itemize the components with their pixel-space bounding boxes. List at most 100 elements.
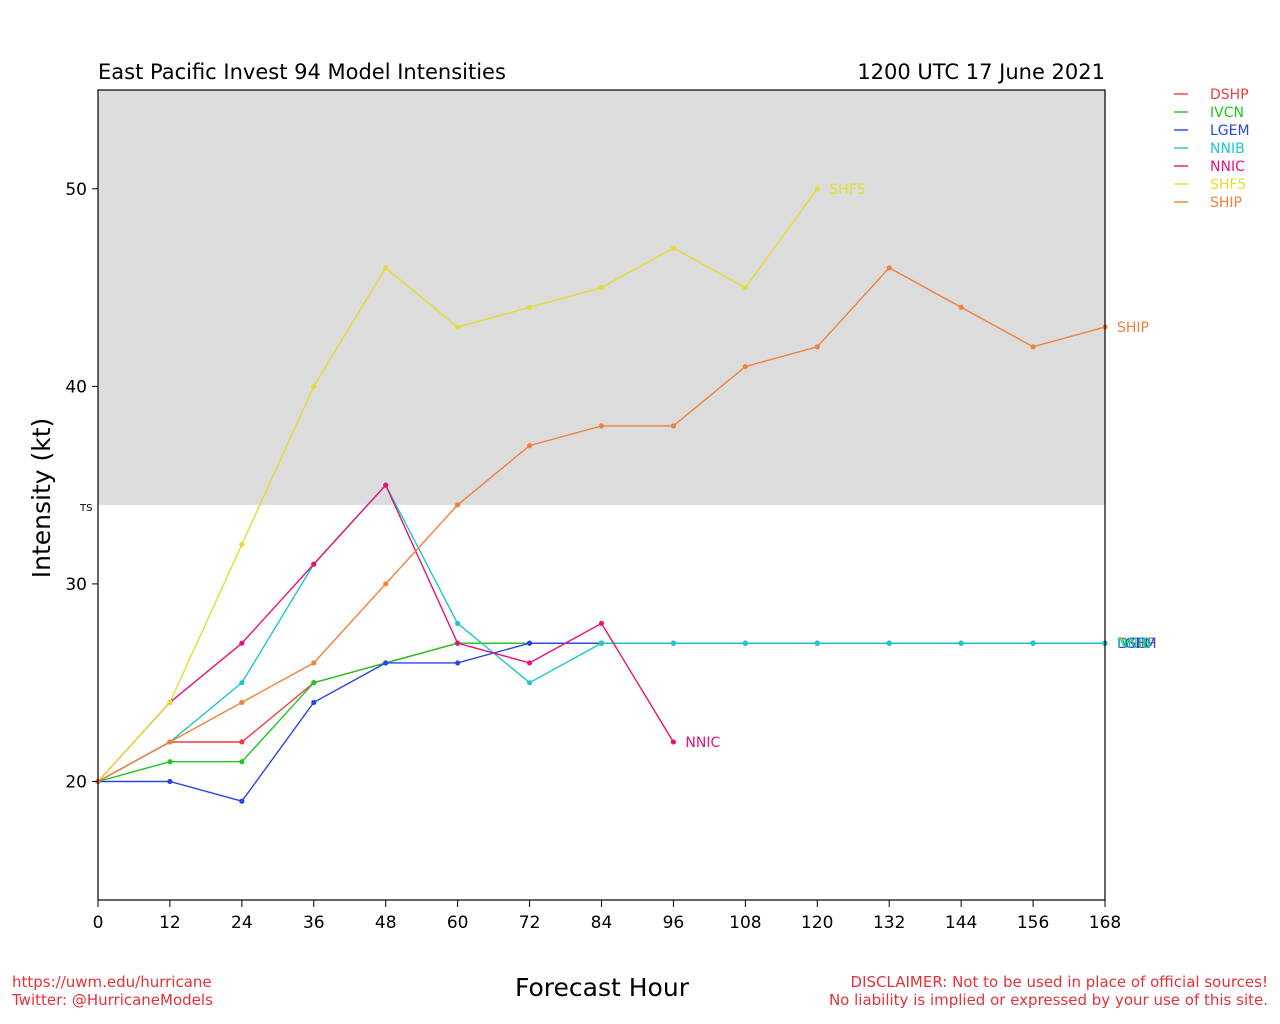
y-tick-label: 20 — [65, 772, 87, 792]
data-point-nnic — [383, 482, 389, 488]
x-tick-label: 0 — [93, 913, 104, 933]
data-point-ship — [886, 265, 892, 271]
data-point-nnib — [886, 640, 892, 646]
x-tick-label: 36 — [303, 913, 325, 933]
series-end-label: SHIP — [1117, 320, 1149, 336]
footer-disclaimer: DISCLAIMER: Not to be used in place of o… — [829, 973, 1268, 1009]
data-point-ship — [526, 443, 533, 449]
x-tick-label: 72 — [519, 913, 541, 933]
x-tick-label: 24 — [231, 913, 253, 933]
series-nnic: NNIC — [95, 482, 721, 785]
data-point-shf5 — [455, 324, 461, 330]
website-link[interactable]: https://uwm.edu/hurricane — [12, 973, 212, 991]
series-end-label: DSHP — [1117, 636, 1156, 652]
data-point-shf5 — [742, 284, 748, 291]
x-tick-label: 120 — [801, 913, 833, 933]
legend-item-dshp: DSHP — [1174, 87, 1249, 103]
data-point-ship — [670, 423, 677, 429]
series-line-dshp — [97, 642, 1105, 783]
disclaimer-line-2: No liability is implied or expressed by … — [828, 991, 1268, 1009]
series-end-label: NNIB — [1117, 636, 1152, 652]
data-point-shf5 — [167, 699, 173, 706]
data-point-ship — [814, 344, 820, 350]
data-point-lgem — [526, 640, 533, 646]
series-line-ivcn — [97, 642, 1105, 783]
y-tick-label: 40 — [65, 377, 87, 397]
data-point-nnib — [1030, 640, 1036, 646]
legend-label: SHF5 — [1210, 177, 1246, 193]
x-tick-label: 132 — [873, 913, 905, 933]
data-point-nnib — [958, 640, 964, 646]
data-point-ship — [598, 423, 605, 429]
data-point-nnic — [526, 660, 533, 666]
data-point-shf5 — [311, 383, 317, 389]
data-point-nnib — [598, 640, 605, 646]
tropical-storm-shaded-region — [98, 90, 1105, 505]
series-end-label: NNIC — [685, 735, 720, 751]
legend-label: IVCN — [1210, 105, 1244, 121]
legend-label: NNIC — [1210, 159, 1245, 175]
y-axis-label: Intensity (kt) — [27, 418, 56, 579]
series-end-label: IVCN — [1117, 636, 1151, 652]
data-point-ship — [455, 502, 461, 508]
data-point-lgem — [455, 660, 461, 666]
data-point-ship — [239, 699, 245, 706]
data-point-shf5 — [526, 304, 533, 310]
data-point-ship — [383, 581, 389, 587]
legend-label: NNIB — [1210, 141, 1245, 157]
data-point-lgem — [167, 778, 173, 785]
series-nnib: NNIB — [95, 482, 1152, 785]
legend-item-nnib: NNIB — [1174, 141, 1245, 157]
data-point-shf5 — [598, 284, 605, 291]
data-point-ship — [958, 304, 964, 310]
data-point-ivcn — [167, 759, 173, 765]
data-point-shf5 — [814, 186, 820, 192]
data-point-ivcn — [239, 759, 245, 765]
x-tick-label: 96 — [663, 913, 685, 933]
footer-credits: https://uwm.edu/hurricane Twitter: @Hurr… — [12, 973, 213, 1009]
series-line-lgem — [98, 642, 1105, 803]
data-point-nnib — [814, 640, 820, 646]
legend-label: LGEM — [1210, 123, 1250, 139]
disclaimer-line-1: DISCLAIMER: Not to be used in place of o… — [850, 973, 1268, 991]
ts-threshold-label: TS — [79, 503, 92, 514]
x-tick-label: 108 — [729, 913, 761, 933]
series-line-nnic — [97, 483, 674, 782]
data-point-shf5 — [383, 265, 389, 271]
chart-date: 1200 UTC 17 June 2021 — [857, 60, 1105, 84]
x-tick-label: 12 — [159, 913, 181, 933]
data-point-ship — [167, 739, 173, 745]
data-point-nnic — [239, 640, 245, 646]
data-point-ship — [1030, 344, 1036, 350]
data-point-nnib — [239, 680, 245, 686]
data-point-nnib — [526, 680, 533, 686]
data-point-lgem — [239, 798, 245, 804]
x-tick-label: 48 — [375, 913, 397, 933]
data-point-nnib — [742, 640, 748, 646]
series-end-label: SHF5 — [829, 182, 865, 198]
x-axis-label: Forecast Hour — [515, 973, 690, 1002]
series-end-label: LGEM — [1117, 636, 1157, 652]
legend-item-nnic: NNIC — [1174, 159, 1245, 175]
x-tick-label: 84 — [591, 913, 613, 933]
chart-title: East Pacific Invest 94 Model Intensities — [98, 60, 506, 84]
series-dshp: DSHP — [95, 636, 1156, 785]
data-point-nnic — [670, 739, 677, 745]
data-point-ship — [311, 660, 317, 666]
data-point-nnic — [598, 620, 605, 627]
data-point-shf5 — [239, 541, 245, 547]
data-point-nnic — [311, 561, 317, 567]
data-point-nnib — [670, 640, 677, 646]
twitter-handle[interactable]: Twitter: @HurricaneModels — [12, 991, 213, 1009]
data-point-nnic — [455, 640, 461, 646]
data-point-lgem — [383, 660, 389, 666]
legend-item-lgem: LGEM — [1174, 123, 1250, 139]
x-tick-label: 168 — [1089, 913, 1121, 933]
y-tick-label: 30 — [65, 575, 87, 595]
data-point-ship — [742, 363, 748, 370]
series-shf5: SHF5 — [95, 182, 866, 785]
data-point-dshp — [239, 739, 245, 745]
x-tick-label: 60 — [447, 913, 469, 933]
legend-label: DSHP — [1210, 87, 1249, 103]
